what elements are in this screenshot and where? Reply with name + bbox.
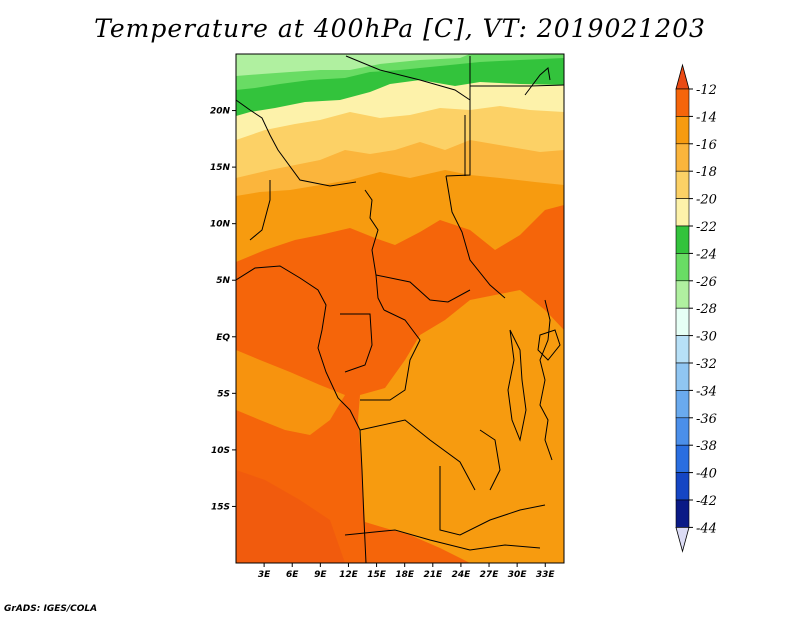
field-band-16-14-west <box>236 350 345 435</box>
colorbar-segment <box>675 307 690 336</box>
colorbar-segment <box>675 362 690 391</box>
colorbar: -12 -14 -16 -18 -20 -22 -24 -26 -28 -30 -32 -34 -36 -… <box>675 63 717 553</box>
country-borders <box>236 55 564 563</box>
y-tick-label: 10N <box>210 220 231 230</box>
x-tick-label: 21E <box>423 570 443 580</box>
chart-title: Temperature at 400hPa [C], VT: 201902120… <box>94 14 706 43</box>
colorbar-label: -40 <box>696 467 717 482</box>
colorbar-top-triangle <box>675 63 690 90</box>
border-line <box>345 55 471 101</box>
x-tick-label: 9E <box>314 570 327 580</box>
x-tick-label: 12E <box>339 570 359 580</box>
colorbar-segment <box>675 170 690 199</box>
border-line <box>340 313 373 373</box>
border-line <box>375 274 471 303</box>
colorbar-segment <box>675 390 690 419</box>
colorbar-segment <box>675 253 690 282</box>
colorbar-label: -42 <box>696 494 717 509</box>
colorbar-label: -24 <box>696 247 717 262</box>
border-line <box>360 309 421 401</box>
y-tick-label: 15S <box>211 502 230 512</box>
colorbar-label: -16 <box>696 138 717 153</box>
border-line <box>539 299 553 461</box>
x-axis-ticks: 3E 6E 9E 12E 15E 18E 21E 24E 27E 30E 33E <box>258 563 556 580</box>
colorbar-label: -44 <box>696 521 717 536</box>
colorbar-segment <box>675 280 690 309</box>
x-tick-label: 15E <box>367 570 387 580</box>
x-tick-label: 3E <box>258 570 271 580</box>
colorbar-segment <box>675 116 690 145</box>
colorbar-label: -20 <box>696 193 717 208</box>
border-line <box>236 99 357 187</box>
x-tick-label: 6E <box>286 570 299 580</box>
coastline-red-sea <box>524 67 551 96</box>
colorbar-segment <box>675 335 690 364</box>
x-tick-label: 24E <box>452 570 472 580</box>
border-line <box>359 419 476 491</box>
field-band-16-14-south <box>358 290 564 563</box>
colorbar-segment <box>675 444 690 473</box>
colorbar-label: -18 <box>696 165 717 180</box>
colorbar-segment <box>675 472 690 501</box>
lake-outline <box>537 329 561 361</box>
field-band-28-26 <box>236 54 470 76</box>
coastline <box>236 265 367 563</box>
colorbar-label: -36 <box>696 412 717 427</box>
y-tick-label: EQ <box>216 333 230 343</box>
colorbar-segment <box>675 499 690 528</box>
border-line <box>470 84 564 87</box>
border-line <box>445 56 471 177</box>
colorbar-bottom-triangle <box>675 527 690 553</box>
lake-outline <box>507 329 527 442</box>
map-frame <box>235 53 565 564</box>
colorbar-label: -12 <box>696 83 717 98</box>
colorbar-segment <box>675 417 690 446</box>
colorbar-label: -34 <box>696 384 717 399</box>
x-tick-label: 27E <box>480 570 500 580</box>
colorbar-label: -22 <box>696 220 717 235</box>
colorbar-label: -28 <box>696 302 717 317</box>
x-tick-label: 33E <box>536 570 556 580</box>
warm-patch <box>236 470 345 563</box>
x-tick-label: 18E <box>395 570 415 580</box>
colorbar-label: -32 <box>696 357 717 372</box>
border-line <box>249 180 271 241</box>
border-line <box>364 189 385 311</box>
colorbar-segment <box>675 198 690 227</box>
y-tick-label: 20N <box>210 107 231 117</box>
y-tick-label: 10S <box>211 446 230 456</box>
x-tick-label: 30E <box>508 570 528 580</box>
colorbar-segment <box>675 225 690 254</box>
border-line <box>439 466 546 536</box>
border-line <box>479 429 501 491</box>
colorbar-segment <box>675 143 690 172</box>
colorbar-segment <box>675 88 690 117</box>
border-line <box>445 175 506 299</box>
colorbar-label: -14 <box>696 110 717 125</box>
y-tick-label: 5N <box>216 276 230 286</box>
grads-credit: GrADS: IGES/COLA <box>4 604 98 614</box>
y-tick-label: 15N <box>210 163 231 173</box>
colorbar-label: -30 <box>696 330 717 345</box>
colorbar-label: -26 <box>696 275 717 290</box>
y-tick-label: 5S <box>217 389 230 399</box>
y-axis-ticks: 20N 15N 10N 5N EQ 5S 10S 15S <box>210 107 236 512</box>
border-line <box>344 529 541 551</box>
colorbar-label: -38 <box>696 439 717 454</box>
map-area <box>236 54 564 563</box>
